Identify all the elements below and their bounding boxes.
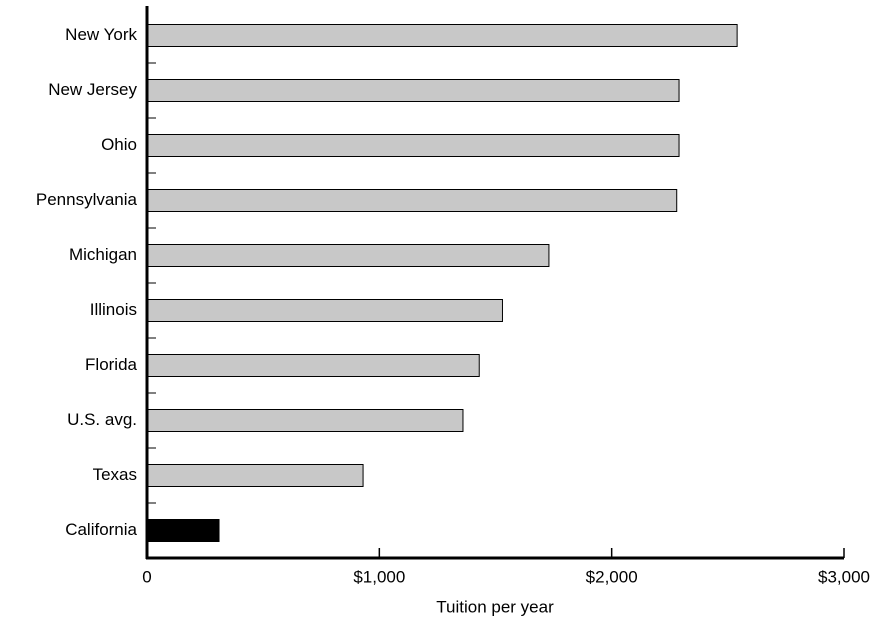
bar — [146, 244, 550, 267]
y-tick-label: Pennsylvania — [36, 190, 138, 209]
y-tick-label: Texas — [93, 465, 137, 484]
x-tick-label: $2,000 — [586, 567, 638, 586]
bar — [146, 79, 680, 102]
bar — [146, 354, 480, 377]
bar — [146, 519, 220, 542]
bar — [146, 299, 503, 322]
y-tick-label: Ohio — [101, 135, 137, 154]
x-tick-label: 0 — [142, 567, 151, 586]
y-tick-label: New Jersey — [48, 80, 137, 99]
y-tick-label: New York — [65, 25, 137, 44]
y-tick-label: Michigan — [69, 245, 137, 264]
bar — [146, 464, 364, 487]
bar — [146, 409, 464, 432]
x-tick-label: $3,000 — [818, 567, 870, 586]
bar — [146, 189, 678, 212]
x-axis-label: Tuition per year — [436, 597, 554, 616]
bar — [146, 24, 738, 47]
bar — [146, 134, 680, 157]
y-tick-label: Florida — [85, 355, 138, 374]
y-tick-label: California — [65, 520, 137, 539]
y-tick-label: U.S. avg. — [67, 410, 137, 429]
y-tick-label: Illinois — [90, 300, 137, 319]
x-tick-label: $1,000 — [353, 567, 405, 586]
